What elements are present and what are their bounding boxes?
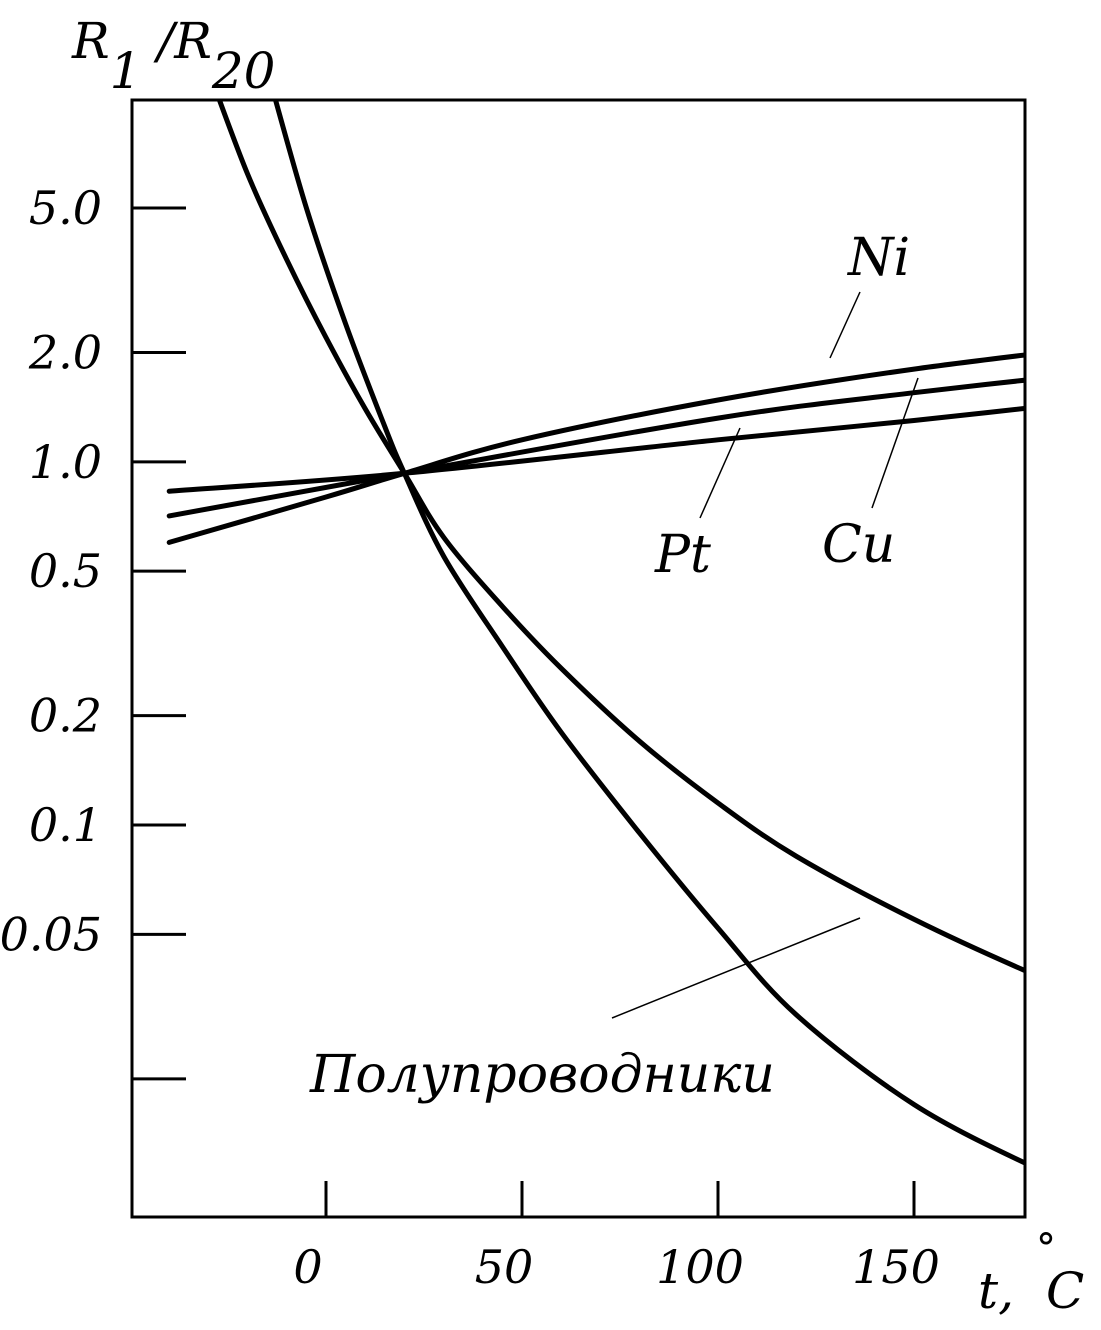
y-tick-label: 0.5 (29, 544, 102, 598)
series-line-ni (166, 352, 1025, 545)
data-series (166, 100, 1025, 1166)
leader-cu (871, 377, 919, 509)
y-tick-label: 0.05 (0, 907, 102, 961)
axis-ticks: 5.0 2.0 1.0 0.5 0.2 0.1 0.05 0 50 100 150 (0, 181, 940, 1294)
x-tick-label: 100 (656, 1240, 744, 1294)
x-axis-title-degree: ° (1036, 1226, 1056, 1272)
y-axis-title-slash: /R (141, 12, 211, 70)
x-tick-label: 50 (475, 1240, 534, 1294)
y-axis-title-main: R (71, 12, 110, 70)
plot-frame (130, 98, 1027, 1219)
x-axis-title-t: t, (978, 1262, 1014, 1320)
series-line-cu (166, 377, 1025, 519)
leader-ni (829, 291, 861, 359)
series-line-pt (166, 405, 1025, 494)
y-tick-label: 2.0 (28, 326, 102, 380)
label-cu: Cu (822, 515, 895, 575)
label-semiconductors: Полупроводники (309, 1045, 775, 1105)
x-tick-label: 150 (852, 1240, 940, 1294)
y-axis-title-sub1: 1 (110, 42, 142, 100)
y-axis-title-sub2: 20 (211, 42, 276, 100)
label-ni: Ni (846, 228, 910, 288)
x-axis-title-unit: C (1046, 1262, 1084, 1320)
label-pt: Pt (654, 525, 711, 585)
leader-semiconductor (611, 917, 861, 1019)
y-axis-title: R1 /R20 (71, 12, 275, 100)
leader-pt (699, 427, 741, 519)
x-tick-label: 0 (293, 1240, 322, 1294)
y-tick-label: 5.0 (29, 181, 102, 235)
y-tick-label: 1.0 (29, 435, 102, 489)
leader-lines (611, 291, 919, 1019)
y-tick-label: 0.1 (29, 798, 102, 852)
series-line-semiconductor-3 (216, 100, 1025, 974)
series-line-semiconductor-4 (272, 100, 1025, 1166)
y-tick-label: 0.2 (29, 689, 102, 743)
